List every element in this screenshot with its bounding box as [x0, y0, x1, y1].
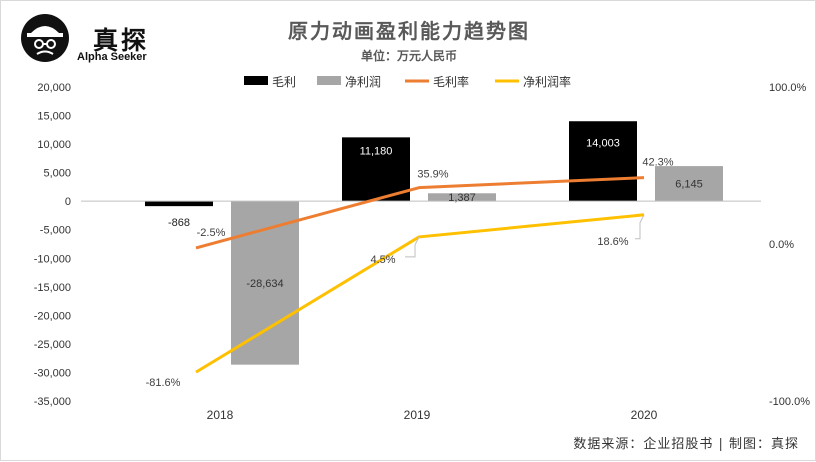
bar-data-label: -868: [168, 217, 190, 229]
x-tick-label: 2020: [631, 408, 658, 422]
bar-data-label: 1,387: [448, 192, 476, 204]
y-left-tick-label: -35,000: [34, 396, 71, 408]
chart-title: 原力动画盈利能力趋势图: [288, 19, 530, 43]
y-left-tick-label: 20,000: [37, 82, 71, 94]
legend-label: 净利润: [345, 75, 381, 89]
legend-label: 毛利率: [433, 74, 469, 89]
y-left-tick-label: -15,000: [34, 282, 71, 294]
bar-data-label: 11,180: [360, 145, 393, 157]
x-tick-label: 2018: [207, 408, 234, 422]
line-data-label: -81.6%: [146, 377, 181, 389]
bar-gross-profit: [145, 201, 213, 207]
brand-name: 真探: [93, 26, 150, 55]
data-label-leader: [405, 236, 420, 258]
data-label-leader: [635, 214, 645, 240]
x-tick-label: 2019: [404, 408, 431, 422]
legend-swatch: [317, 76, 341, 85]
y-left-tick-label: -20,000: [34, 310, 71, 322]
y-right-tick-label: 0.0%: [769, 239, 794, 251]
detective-hat-icon: [21, 14, 69, 62]
line-data-label: 35.9%: [417, 169, 448, 181]
legend-swatch: [244, 76, 268, 85]
line-data-label: 18.6%: [597, 236, 628, 248]
brand-tagline: Alpha Seeker: [77, 51, 147, 63]
bar-net-profit: [655, 166, 723, 202]
y-left-tick-label: -30,000: [34, 367, 71, 379]
bar-gross-profit: [569, 121, 637, 202]
legend-label: 毛利: [272, 75, 296, 89]
gross-margin-line: [195, 176, 645, 250]
line-data-label: -2.5%: [197, 227, 226, 239]
line-data-label: 42.3%: [642, 157, 673, 169]
bar-data-label: -28,634: [246, 278, 283, 290]
y-left-tick-label: 15,000: [37, 111, 71, 123]
brand-logo: 真探 Alpha Seeker: [19, 9, 169, 65]
bar-gross-profit: [342, 137, 410, 202]
source-note: 数据来源：企业招股书 | 制图：真探: [573, 437, 799, 452]
bar-net-profit: [428, 193, 496, 202]
chart-subtitle: 单位：万元人民币: [360, 49, 457, 63]
line-data-label: 4.5%: [370, 254, 395, 266]
bar-data-label: 14,003: [586, 137, 620, 149]
y-left-tick-label: -25,000: [34, 339, 71, 351]
y-left-tick-label: 10,000: [37, 139, 71, 151]
legend-label: 净利润率: [523, 74, 571, 89]
y-left-tick-label: -10,000: [34, 253, 71, 265]
y-left-tick-label: -5,000: [40, 225, 71, 237]
y-right-tick-label: -100.0%: [769, 396, 810, 408]
y-left-tick-label: 5,000: [43, 168, 71, 180]
bar-data-label: 6,145: [675, 179, 703, 191]
y-left-tick-label: 0: [65, 196, 71, 208]
y-right-tick-label: 100.0%: [769, 82, 807, 94]
